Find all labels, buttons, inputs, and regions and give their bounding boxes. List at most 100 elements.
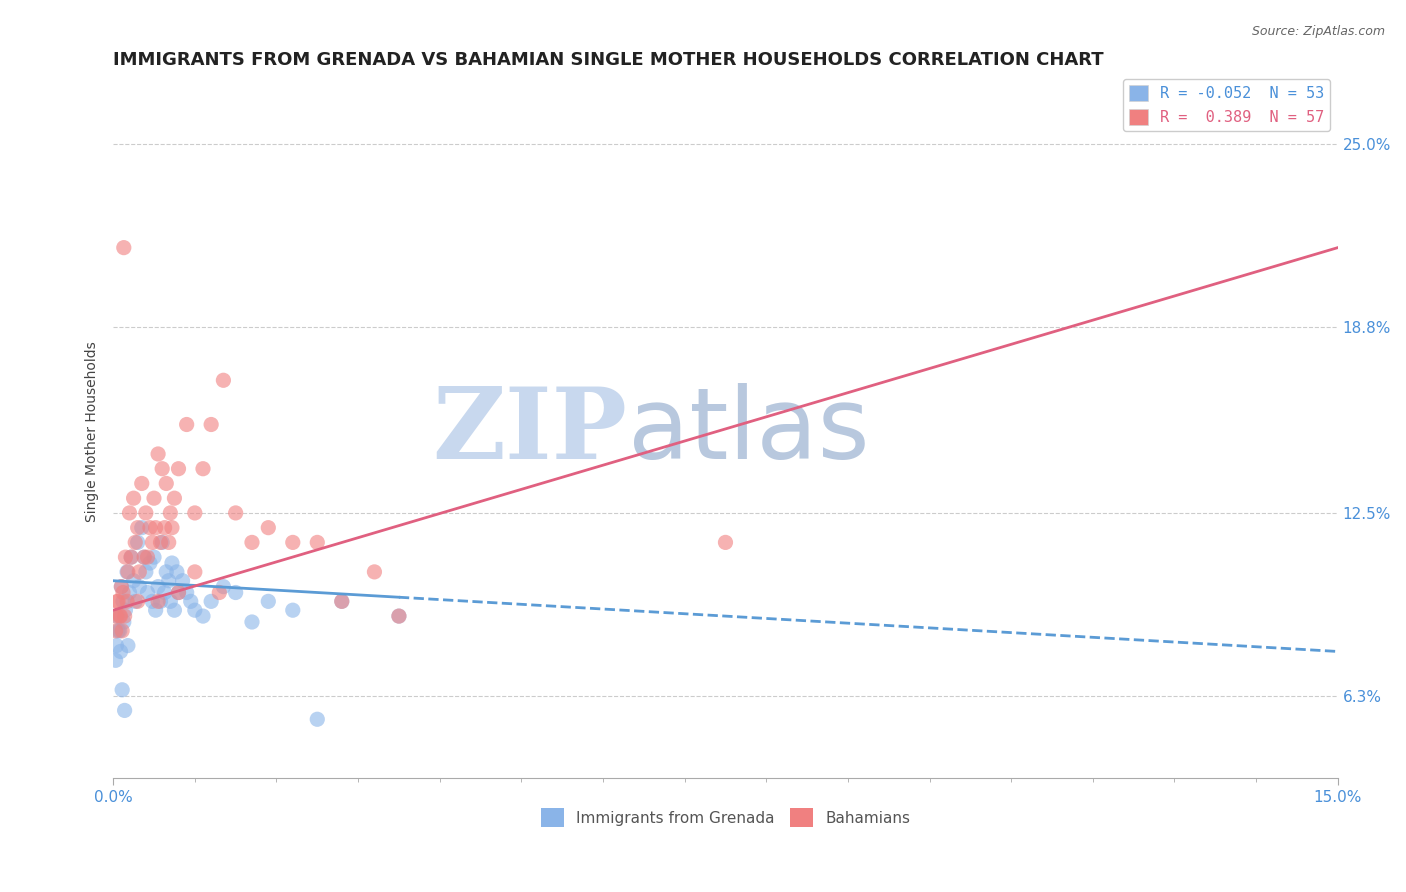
Point — [139, 556, 162, 570]
Point — [127, 594, 149, 608]
Point — [128, 565, 150, 579]
Legend: Immigrants from Grenada, Bahamians: Immigrants from Grenada, Bahamians — [534, 802, 917, 833]
Point — [163, 603, 186, 617]
Point — [117, 639, 139, 653]
Point — [127, 535, 149, 549]
Point — [122, 491, 145, 506]
Point — [108, 609, 131, 624]
Point — [157, 574, 180, 588]
Point — [107, 594, 129, 608]
Point — [307, 535, 329, 549]
Point — [160, 521, 183, 535]
Point — [150, 461, 173, 475]
Point — [111, 594, 134, 608]
Point — [153, 585, 176, 599]
Point — [118, 585, 141, 599]
Point — [134, 550, 156, 565]
Point — [104, 653, 127, 667]
Text: ZIP: ZIP — [433, 384, 627, 481]
Point — [112, 615, 135, 629]
Point — [159, 506, 181, 520]
Point — [208, 585, 231, 599]
Point — [124, 594, 146, 608]
Point — [184, 565, 207, 579]
Point — [149, 594, 172, 608]
Point — [257, 594, 280, 608]
Point — [143, 550, 166, 565]
Point — [141, 594, 163, 608]
Point — [118, 506, 141, 520]
Point — [136, 585, 159, 599]
Point — [105, 609, 128, 624]
Point — [120, 550, 142, 565]
Point — [114, 550, 136, 565]
Point — [191, 461, 214, 475]
Point — [110, 609, 132, 624]
Point — [128, 580, 150, 594]
Point — [114, 609, 136, 624]
Point — [141, 535, 163, 549]
Point — [139, 521, 162, 535]
Point — [330, 594, 353, 608]
Point — [257, 521, 280, 535]
Point — [167, 585, 190, 599]
Point — [131, 521, 153, 535]
Text: Source: ZipAtlas.com: Source: ZipAtlas.com — [1251, 25, 1385, 38]
Point — [212, 580, 235, 594]
Point — [155, 565, 177, 579]
Point — [146, 594, 169, 608]
Point — [115, 565, 138, 579]
Point — [122, 574, 145, 588]
Point — [115, 594, 138, 608]
Point — [105, 609, 128, 624]
Point — [108, 624, 131, 638]
Point — [145, 521, 167, 535]
Point — [149, 535, 172, 549]
Point — [172, 574, 194, 588]
Point — [163, 491, 186, 506]
Point — [281, 603, 304, 617]
Point — [110, 644, 132, 658]
Point — [159, 594, 181, 608]
Point — [136, 550, 159, 565]
Point — [281, 535, 304, 549]
Point — [111, 624, 134, 638]
Point — [388, 609, 411, 624]
Point — [135, 506, 157, 520]
Point — [176, 585, 198, 599]
Point — [157, 535, 180, 549]
Point — [134, 550, 156, 565]
Point — [153, 521, 176, 535]
Point — [110, 580, 132, 594]
Point — [150, 535, 173, 549]
Point — [155, 476, 177, 491]
Point — [112, 241, 135, 255]
Point — [111, 682, 134, 697]
Point — [166, 565, 188, 579]
Point — [212, 373, 235, 387]
Point — [160, 556, 183, 570]
Point — [176, 417, 198, 432]
Point — [388, 609, 411, 624]
Point — [145, 603, 167, 617]
Point — [200, 594, 222, 608]
Point — [107, 624, 129, 638]
Point — [191, 609, 214, 624]
Point — [117, 565, 139, 579]
Text: IMMIGRANTS FROM GRENADA VS BAHAMIAN SINGLE MOTHER HOUSEHOLDS CORRELATION CHART: IMMIGRANTS FROM GRENADA VS BAHAMIAN SING… — [114, 51, 1104, 69]
Point — [184, 603, 207, 617]
Point — [105, 594, 128, 608]
Point — [714, 535, 737, 549]
Point — [110, 580, 132, 594]
Point — [104, 624, 127, 638]
Point — [105, 639, 128, 653]
Point — [180, 594, 202, 608]
Point — [167, 461, 190, 475]
Point — [146, 580, 169, 594]
Point — [225, 585, 247, 599]
Point — [135, 565, 157, 579]
Point — [143, 491, 166, 506]
Point — [120, 550, 142, 565]
Point — [240, 535, 263, 549]
Point — [167, 585, 190, 599]
